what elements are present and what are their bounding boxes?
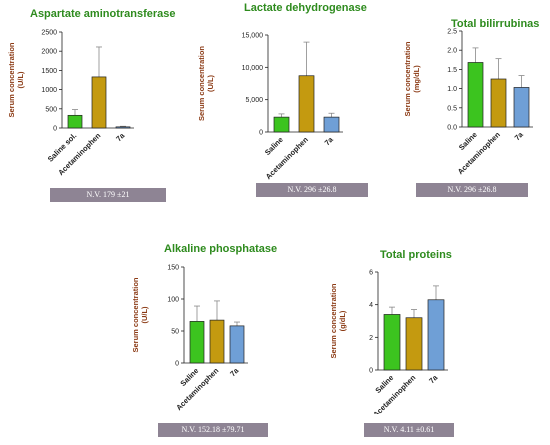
y-axis-label: Serum concentration(g/dL) xyxy=(329,283,347,358)
y-tick-label: 500 xyxy=(45,106,57,113)
y-tick-label: 0 xyxy=(259,130,263,137)
bar xyxy=(323,116,340,133)
y-tick-label: 2000 xyxy=(41,49,57,56)
normal-value-box: N.V. 296 ±26.8 xyxy=(416,183,528,197)
x-tick-label: 7a xyxy=(114,130,127,143)
chart-title: Total proteins xyxy=(380,249,452,261)
normal-value-box: N.V. 296 ±26.8 xyxy=(256,183,368,197)
bar xyxy=(189,321,205,364)
bar xyxy=(229,325,245,364)
y-tick-label: 0.0 xyxy=(447,125,457,132)
y-axis-label: Serum concentration(mg/dL) xyxy=(403,41,421,116)
x-tick-label: Saline xyxy=(263,135,285,157)
y-tick-label: 50 xyxy=(171,329,179,336)
y-tick-label: 15,000 xyxy=(242,33,264,40)
y-tick-label: 0 xyxy=(369,368,373,375)
x-tick-label: 7a xyxy=(323,134,336,147)
chart-lactate-dehydrogenase: 0 5,000 10,000 15,000 Serum concentration(U/… xyxy=(197,33,343,181)
y-tick-label: 100 xyxy=(167,297,179,304)
y-axis-label: Serum concentration(U/L) xyxy=(7,42,25,117)
x-tick-label: Acetaminophen xyxy=(456,130,502,176)
chart-title: Total bilirrubinas xyxy=(451,18,540,30)
x-tick-label: 7a xyxy=(427,372,440,385)
bar xyxy=(490,78,507,128)
y-tick-label: 150 xyxy=(167,265,179,272)
y-tick-label: 1500 xyxy=(41,68,57,75)
y-tick-label: 1000 xyxy=(41,87,57,94)
y-tick-label: 6 xyxy=(369,270,373,277)
x-tick-label: 7a xyxy=(228,365,241,378)
y-axis-label: Serum concentration(U/L) xyxy=(197,46,215,121)
bar xyxy=(383,314,401,371)
y-tick-label: 0 xyxy=(175,361,179,368)
bar xyxy=(513,87,530,128)
y-tick-label: 1.5 xyxy=(447,67,457,74)
normal-value-box: N.V. 152.18 ±79.71 xyxy=(158,423,268,437)
bar xyxy=(405,317,423,371)
bar xyxy=(427,299,445,371)
bar xyxy=(115,126,131,129)
y-tick-label: 0 xyxy=(53,126,57,133)
normal-value-box: N.V. 4.11 ±0.61 xyxy=(364,423,454,437)
bar xyxy=(467,62,484,128)
y-tick-label: 1.0 xyxy=(447,86,457,93)
y-axis-label: Serum concentration(U/L) xyxy=(131,277,149,352)
chart-aspartate-aminotransferase: 0 500 1000 1500 2000 2500 Serum concentration(… xyxy=(7,30,134,177)
y-tick-label: 5,000 xyxy=(245,97,263,104)
x-tick-label: 7a xyxy=(513,129,526,142)
y-tick-label: 4 xyxy=(369,302,373,309)
bar xyxy=(91,76,107,129)
chart-title: Lactate dehydrogenase xyxy=(244,2,367,14)
chart-title: Aspartate aminotransferase xyxy=(30,8,176,20)
y-tick-label: 2500 xyxy=(41,30,57,37)
y-tick-label: 2.5 xyxy=(447,29,457,36)
chart-title: Alkaline phosphatase xyxy=(164,243,278,255)
y-tick-label: 0.5 xyxy=(447,105,457,112)
y-tick-label: 2.0 xyxy=(447,48,457,55)
y-tick-label: 10,000 xyxy=(242,65,264,72)
normal-value-box: N.V. 179 ±21 xyxy=(50,188,166,202)
bar xyxy=(67,114,83,129)
bar xyxy=(209,319,225,364)
chart-total-bilirrubinas: 0.0 0.5 1.0 1.5 2.0 2.5 Serum concentration(mg… xyxy=(403,29,533,176)
bar xyxy=(298,75,315,133)
y-tick-label: 2 xyxy=(369,335,373,342)
x-tick-label: Acetaminophen xyxy=(56,131,102,177)
bar xyxy=(273,116,290,133)
